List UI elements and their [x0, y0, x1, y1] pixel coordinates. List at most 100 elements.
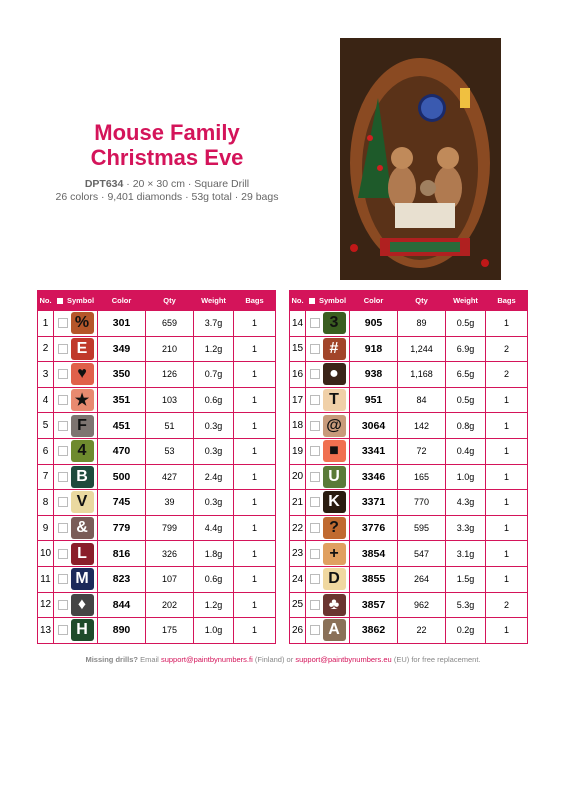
- row-number: 23: [289, 540, 306, 567]
- symbol-wrap: ★: [54, 389, 97, 412]
- weight: 1.2g: [193, 591, 234, 619]
- checkbox[interactable]: [57, 548, 68, 559]
- checkbox[interactable]: [57, 523, 68, 534]
- symbol-cell: E: [53, 335, 98, 363]
- symbol-cell: F: [53, 412, 98, 439]
- checkbox[interactable]: [309, 548, 320, 559]
- weight: 1.0g: [445, 463, 486, 491]
- symbol-wrap: 3: [306, 312, 349, 335]
- symbol: B: [70, 465, 94, 488]
- color-code: 3341: [349, 437, 398, 465]
- checkbox[interactable]: [57, 343, 68, 354]
- column-header: No.: [37, 290, 54, 311]
- bags: 1: [233, 565, 276, 593]
- checkbox[interactable]: [57, 318, 68, 329]
- row-number: 8: [37, 489, 54, 516]
- drill-row: 19 ■ 3341 72 0.4g 1: [289, 437, 528, 465]
- drill-table: No. Symbol Color Qty Weight Bags 14 3 905 89 0.5g 1…: [289, 290, 528, 644]
- checkbox[interactable]: [309, 318, 320, 329]
- drill-row: 10 L 816 326 1.8g 1: [37, 540, 276, 567]
- checkbox[interactable]: [57, 420, 68, 431]
- row-number: 18: [289, 412, 306, 439]
- drill-row: 20 U 3346 165 1.0g 1: [289, 463, 528, 491]
- quantity: 165: [397, 463, 446, 491]
- weight: 2.4g: [193, 463, 234, 491]
- checkbox[interactable]: [309, 625, 320, 636]
- color-code: 3371: [349, 489, 398, 516]
- checkbox[interactable]: [309, 497, 320, 508]
- checkbox[interactable]: [309, 446, 320, 457]
- color-code: 918: [349, 335, 398, 363]
- weight: 3.1g: [445, 540, 486, 567]
- header-box: [56, 298, 63, 305]
- checkbox[interactable]: [309, 395, 320, 406]
- drill-row: 8 V 745 39 0.3g 1: [37, 489, 276, 516]
- symbol: ●: [322, 363, 346, 386]
- title: Mouse Family Christmas Eve: [90, 120, 244, 170]
- symbol-wrap: V: [54, 491, 97, 514]
- quantity: 51: [145, 412, 194, 439]
- checkbox[interactable]: [57, 395, 68, 406]
- checkbox[interactable]: [309, 420, 320, 431]
- color-code: 351: [97, 386, 146, 414]
- checkbox[interactable]: [309, 471, 320, 482]
- column-header: Symbol: [53, 290, 98, 311]
- symbol-cell: #: [305, 335, 350, 363]
- symbol: ?: [322, 517, 346, 540]
- checkbox[interactable]: [309, 599, 320, 610]
- symbol: D: [322, 568, 346, 591]
- checkbox[interactable]: [57, 599, 68, 610]
- email-link[interactable]: support@paintbynumbers.eu: [295, 655, 392, 664]
- symbol: ♦: [70, 593, 94, 616]
- drill-row: 17 T 951 84 0.5g 1: [289, 386, 528, 414]
- checkbox[interactable]: [57, 471, 68, 482]
- footer: Missing drills? Email support@paintbynum…: [0, 655, 566, 664]
- symbol-wrap: ■: [306, 440, 349, 463]
- drill-row: 1% 301 659 3.7g 1: [37, 310, 276, 337]
- quantity: 770: [397, 489, 446, 516]
- header-text: Symbol: [318, 296, 347, 305]
- header-text: Symbol: [66, 296, 95, 305]
- quantity: 84: [397, 386, 446, 414]
- bags: 1: [485, 386, 528, 414]
- symbol: ♥: [70, 363, 94, 386]
- symbol: L: [70, 542, 94, 565]
- checkbox[interactable]: [57, 369, 68, 380]
- symbol-cell: ♣: [305, 591, 350, 619]
- symbol-wrap: #: [306, 337, 349, 360]
- symbol-cell: +: [305, 540, 350, 567]
- symbol-cell: ★: [53, 386, 98, 414]
- symbol: %: [70, 312, 94, 335]
- quantity: 547: [397, 540, 446, 567]
- row-number: 1: [37, 310, 54, 337]
- drill-row: 16 ● 938 1,168 6.5g 2: [289, 361, 528, 388]
- symbol: A: [322, 619, 346, 642]
- weight: 1.5g: [445, 565, 486, 593]
- symbol-cell: ?: [305, 514, 350, 542]
- checkbox[interactable]: [57, 446, 68, 457]
- checkbox[interactable]: [57, 625, 68, 636]
- quantity: 72: [397, 437, 446, 465]
- symbol-cell: ♥: [53, 361, 98, 388]
- weight: 0.5g: [445, 310, 486, 337]
- symbol-wrap: K: [306, 491, 349, 514]
- symbol: F: [70, 414, 94, 437]
- checkbox[interactable]: [309, 523, 320, 534]
- bags: 1: [485, 489, 528, 516]
- color-code: 3855: [349, 565, 398, 593]
- weight: 4.4g: [193, 514, 234, 542]
- checkbox[interactable]: [57, 574, 68, 585]
- symbol-wrap: &: [54, 517, 97, 540]
- checkbox[interactable]: [309, 369, 320, 380]
- header-text: No.: [291, 296, 304, 305]
- quantity: 39: [145, 489, 194, 516]
- weight: 0.6g: [193, 386, 234, 414]
- color-code: 951: [349, 386, 398, 414]
- checkbox[interactable]: [309, 343, 320, 354]
- email-link[interactable]: support@paintbynumbers.fi: [160, 655, 253, 664]
- checkbox[interactable]: [57, 497, 68, 508]
- row-number: 7: [37, 463, 54, 491]
- drill-row: 5 F 451 51 0.3g 1: [37, 412, 276, 439]
- checkbox[interactable]: [309, 574, 320, 585]
- bags: 1: [233, 310, 276, 337]
